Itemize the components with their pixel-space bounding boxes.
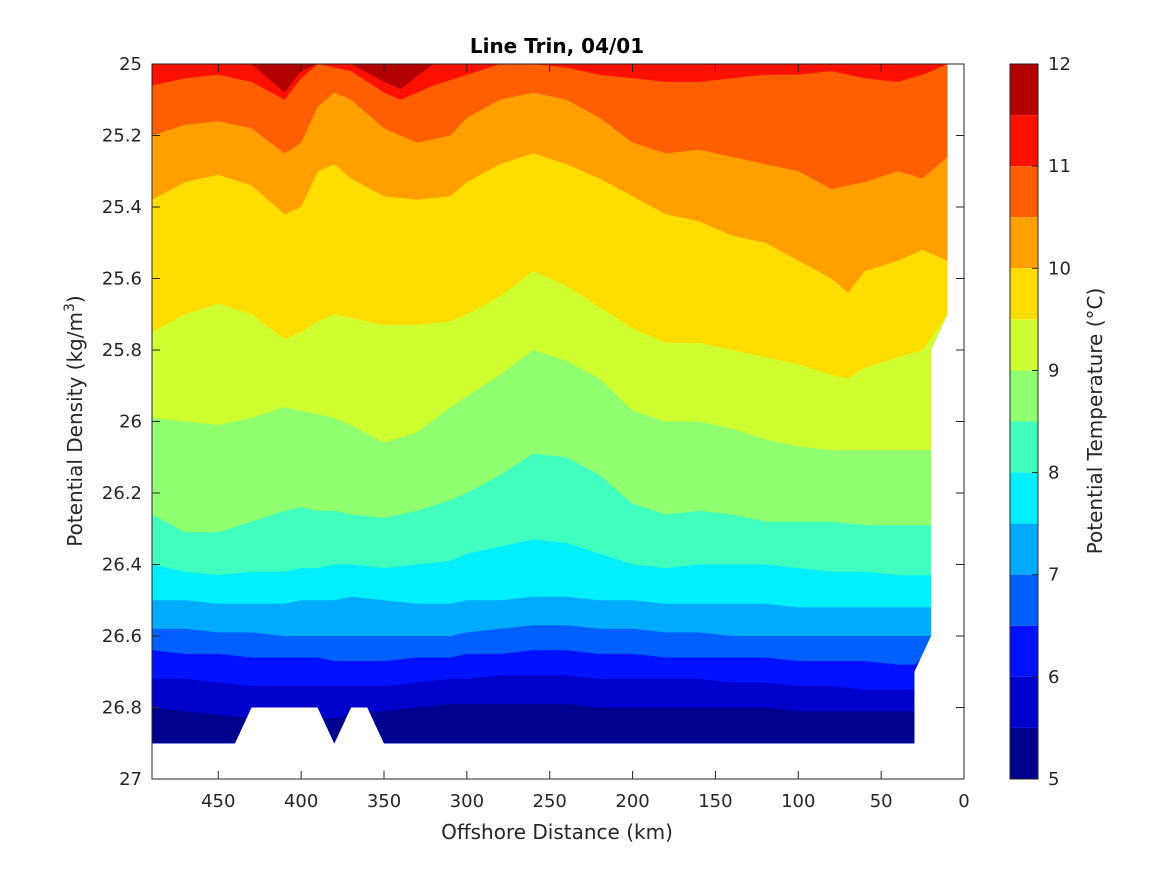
colorbar-tick-label: 10 bbox=[1048, 258, 1071, 279]
colorbar-tick-label: 5 bbox=[1048, 769, 1059, 790]
y-tick-label: 26.8 bbox=[102, 698, 142, 719]
colorbar-tick-label: 6 bbox=[1048, 667, 1059, 688]
x-tick-label: 0 bbox=[958, 791, 969, 812]
y-tick-label: 26.6 bbox=[102, 626, 142, 647]
colorbar-swatch-9.5-10 bbox=[1010, 268, 1038, 320]
colorbar-swatch-6-6.5 bbox=[1010, 625, 1038, 677]
y-tick-label: 26.4 bbox=[102, 555, 142, 576]
x-tick-label: 200 bbox=[615, 791, 649, 812]
colorbar-swatch-11-11.5 bbox=[1010, 115, 1038, 167]
plot-area: 450 400 350 300 250 200 150 100 50 0 2525.225.425… bbox=[102, 54, 970, 812]
y-axis-label: Potential Density (kg/m3) bbox=[62, 295, 87, 546]
x-axis: 450 400 350 300 250 200 150 100 50 0 bbox=[201, 64, 970, 812]
chart-title: Line Trin, 04/01 bbox=[470, 34, 644, 58]
colorbar-swatch-8.5-9 bbox=[1010, 370, 1038, 422]
y-axis-label-superscript: 3 bbox=[62, 303, 78, 312]
colorbar-swatch-8-8.5 bbox=[1010, 421, 1038, 473]
y-tick-label: 26 bbox=[119, 412, 142, 433]
x-tick-label: 150 bbox=[698, 791, 732, 812]
x-axis-label: Offshore Distance (km) bbox=[441, 820, 673, 844]
colorbar-swatch-7.5-8 bbox=[1010, 472, 1038, 524]
y-axis-label-main: Potential Density (kg/m bbox=[63, 312, 87, 547]
colorbar bbox=[1009, 63, 1039, 780]
y-tick-label: 25.6 bbox=[102, 269, 142, 290]
x-tick-label: 300 bbox=[450, 791, 484, 812]
colorbar-tick-label: 12 bbox=[1048, 54, 1071, 75]
y-axis-label-end: ) bbox=[63, 295, 87, 303]
colorbar-swatch-11.5-12 bbox=[1010, 64, 1038, 116]
colorbar-swatch-10-10.5 bbox=[1010, 217, 1038, 269]
y-tick-label: 27 bbox=[119, 769, 142, 790]
y-axis: 25 25.2 25.4 25.6 25.8 26 26.2 26.4 26.6 26.8 27 bbox=[102, 54, 964, 790]
x-tick-label: 350 bbox=[367, 791, 401, 812]
colorbar-tick-label: 11 bbox=[1048, 156, 1071, 177]
colorbar-frame bbox=[1009, 63, 1039, 780]
colorbar-swatch-6.5-7 bbox=[1010, 574, 1038, 626]
colorbar-swatch-5-5.5 bbox=[1010, 727, 1038, 779]
x-tick-label: 450 bbox=[201, 791, 235, 812]
colorbar-ticks: 12 11 10 9 8 7 6 5 bbox=[1032, 54, 1071, 790]
colorbar-tick-label: 7 bbox=[1048, 565, 1059, 586]
x-tick-label: 400 bbox=[284, 791, 318, 812]
colorbar-swatch-5.5-6 bbox=[1010, 676, 1038, 728]
x-tick-label: 50 bbox=[870, 791, 893, 812]
colorbar-tick-label: 9 bbox=[1048, 360, 1059, 381]
x-tick-label: 250 bbox=[533, 791, 567, 812]
y-tick-label: 26.2 bbox=[102, 483, 142, 504]
colorbar-swatch-9-9.5 bbox=[1010, 319, 1038, 371]
contour-bands bbox=[152, 64, 948, 744]
y-tick-label: 25.2 bbox=[102, 126, 142, 147]
colorbar-label: Potential Temperature (°C) bbox=[1083, 288, 1107, 555]
colorbar-swatch-10.5-11 bbox=[1010, 166, 1038, 218]
colorbar-swatch-7-7.5 bbox=[1010, 523, 1038, 575]
y-tick-label: 25.8 bbox=[102, 340, 142, 361]
colorbar-tick-label: 8 bbox=[1048, 463, 1059, 484]
y-tick-label: 25.4 bbox=[102, 197, 142, 218]
y-tick-label: 25 bbox=[119, 54, 142, 75]
x-tick-label: 100 bbox=[781, 791, 815, 812]
